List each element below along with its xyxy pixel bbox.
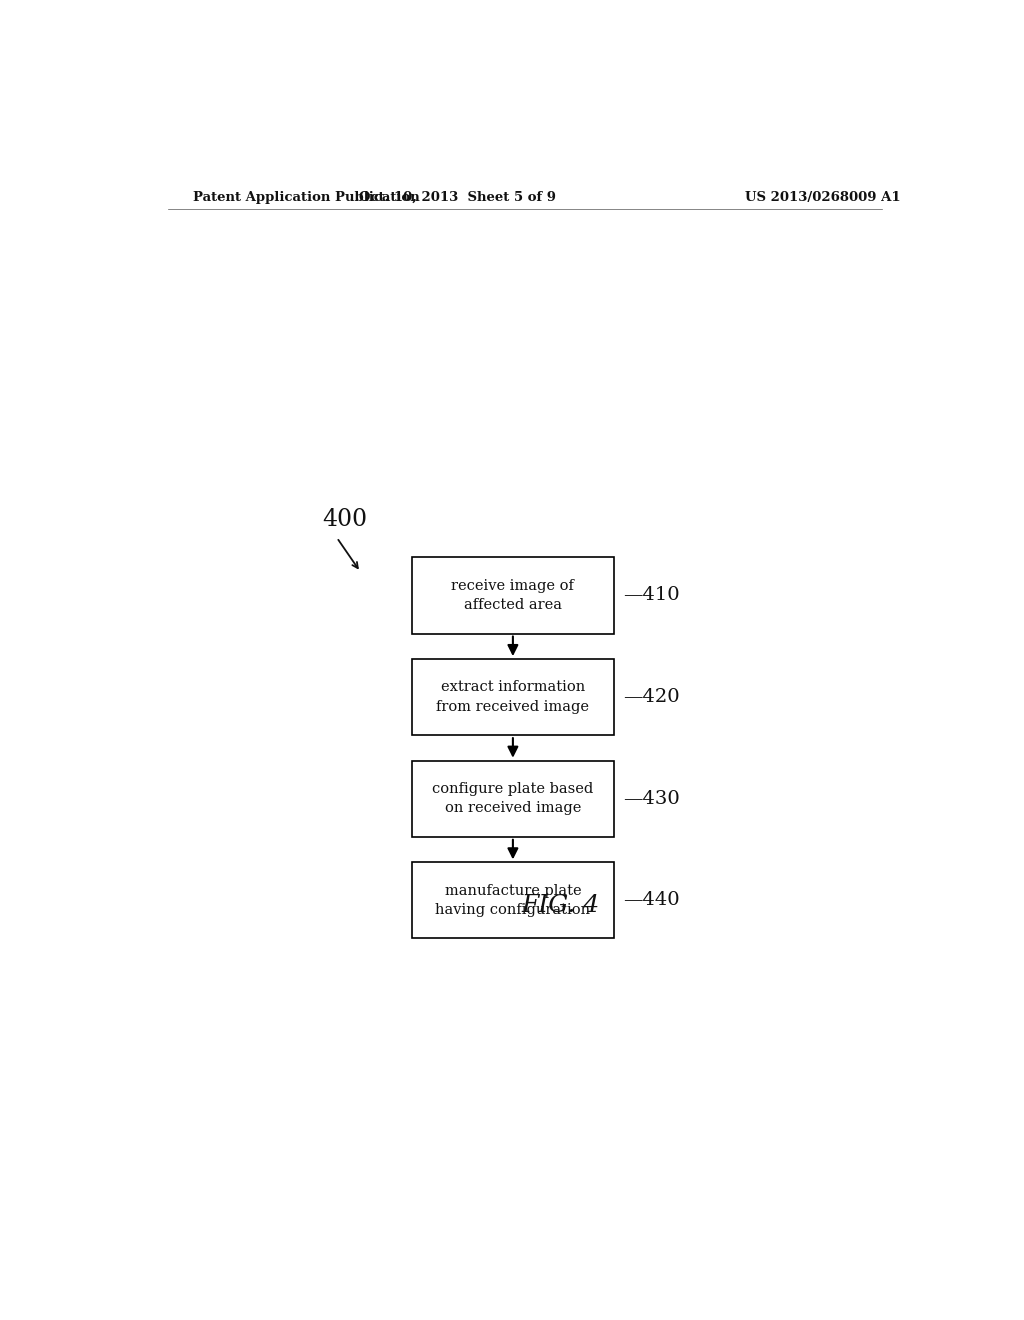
Text: Patent Application Publication: Patent Application Publication (194, 191, 420, 205)
Text: —440: —440 (624, 891, 680, 909)
Text: Oct. 10, 2013  Sheet 5 of 9: Oct. 10, 2013 Sheet 5 of 9 (358, 191, 556, 205)
Bar (412, 862, 614, 939)
Bar (412, 659, 614, 735)
Text: —410: —410 (624, 586, 680, 605)
Bar (412, 760, 614, 837)
Text: manufacture plate
having configuration: manufacture plate having configuration (435, 883, 591, 917)
Text: —420: —420 (624, 688, 680, 706)
Text: —430: —430 (624, 789, 680, 808)
Text: FIG. 4: FIG. 4 (521, 894, 600, 917)
Text: extract information
from received image: extract information from received image (436, 680, 590, 714)
Bar (412, 557, 614, 634)
Text: 400: 400 (323, 508, 368, 532)
Text: US 2013/0268009 A1: US 2013/0268009 A1 (744, 191, 900, 205)
Text: receive image of
affected area: receive image of affected area (452, 578, 574, 612)
Text: configure plate based
on received image: configure plate based on received image (432, 781, 594, 816)
